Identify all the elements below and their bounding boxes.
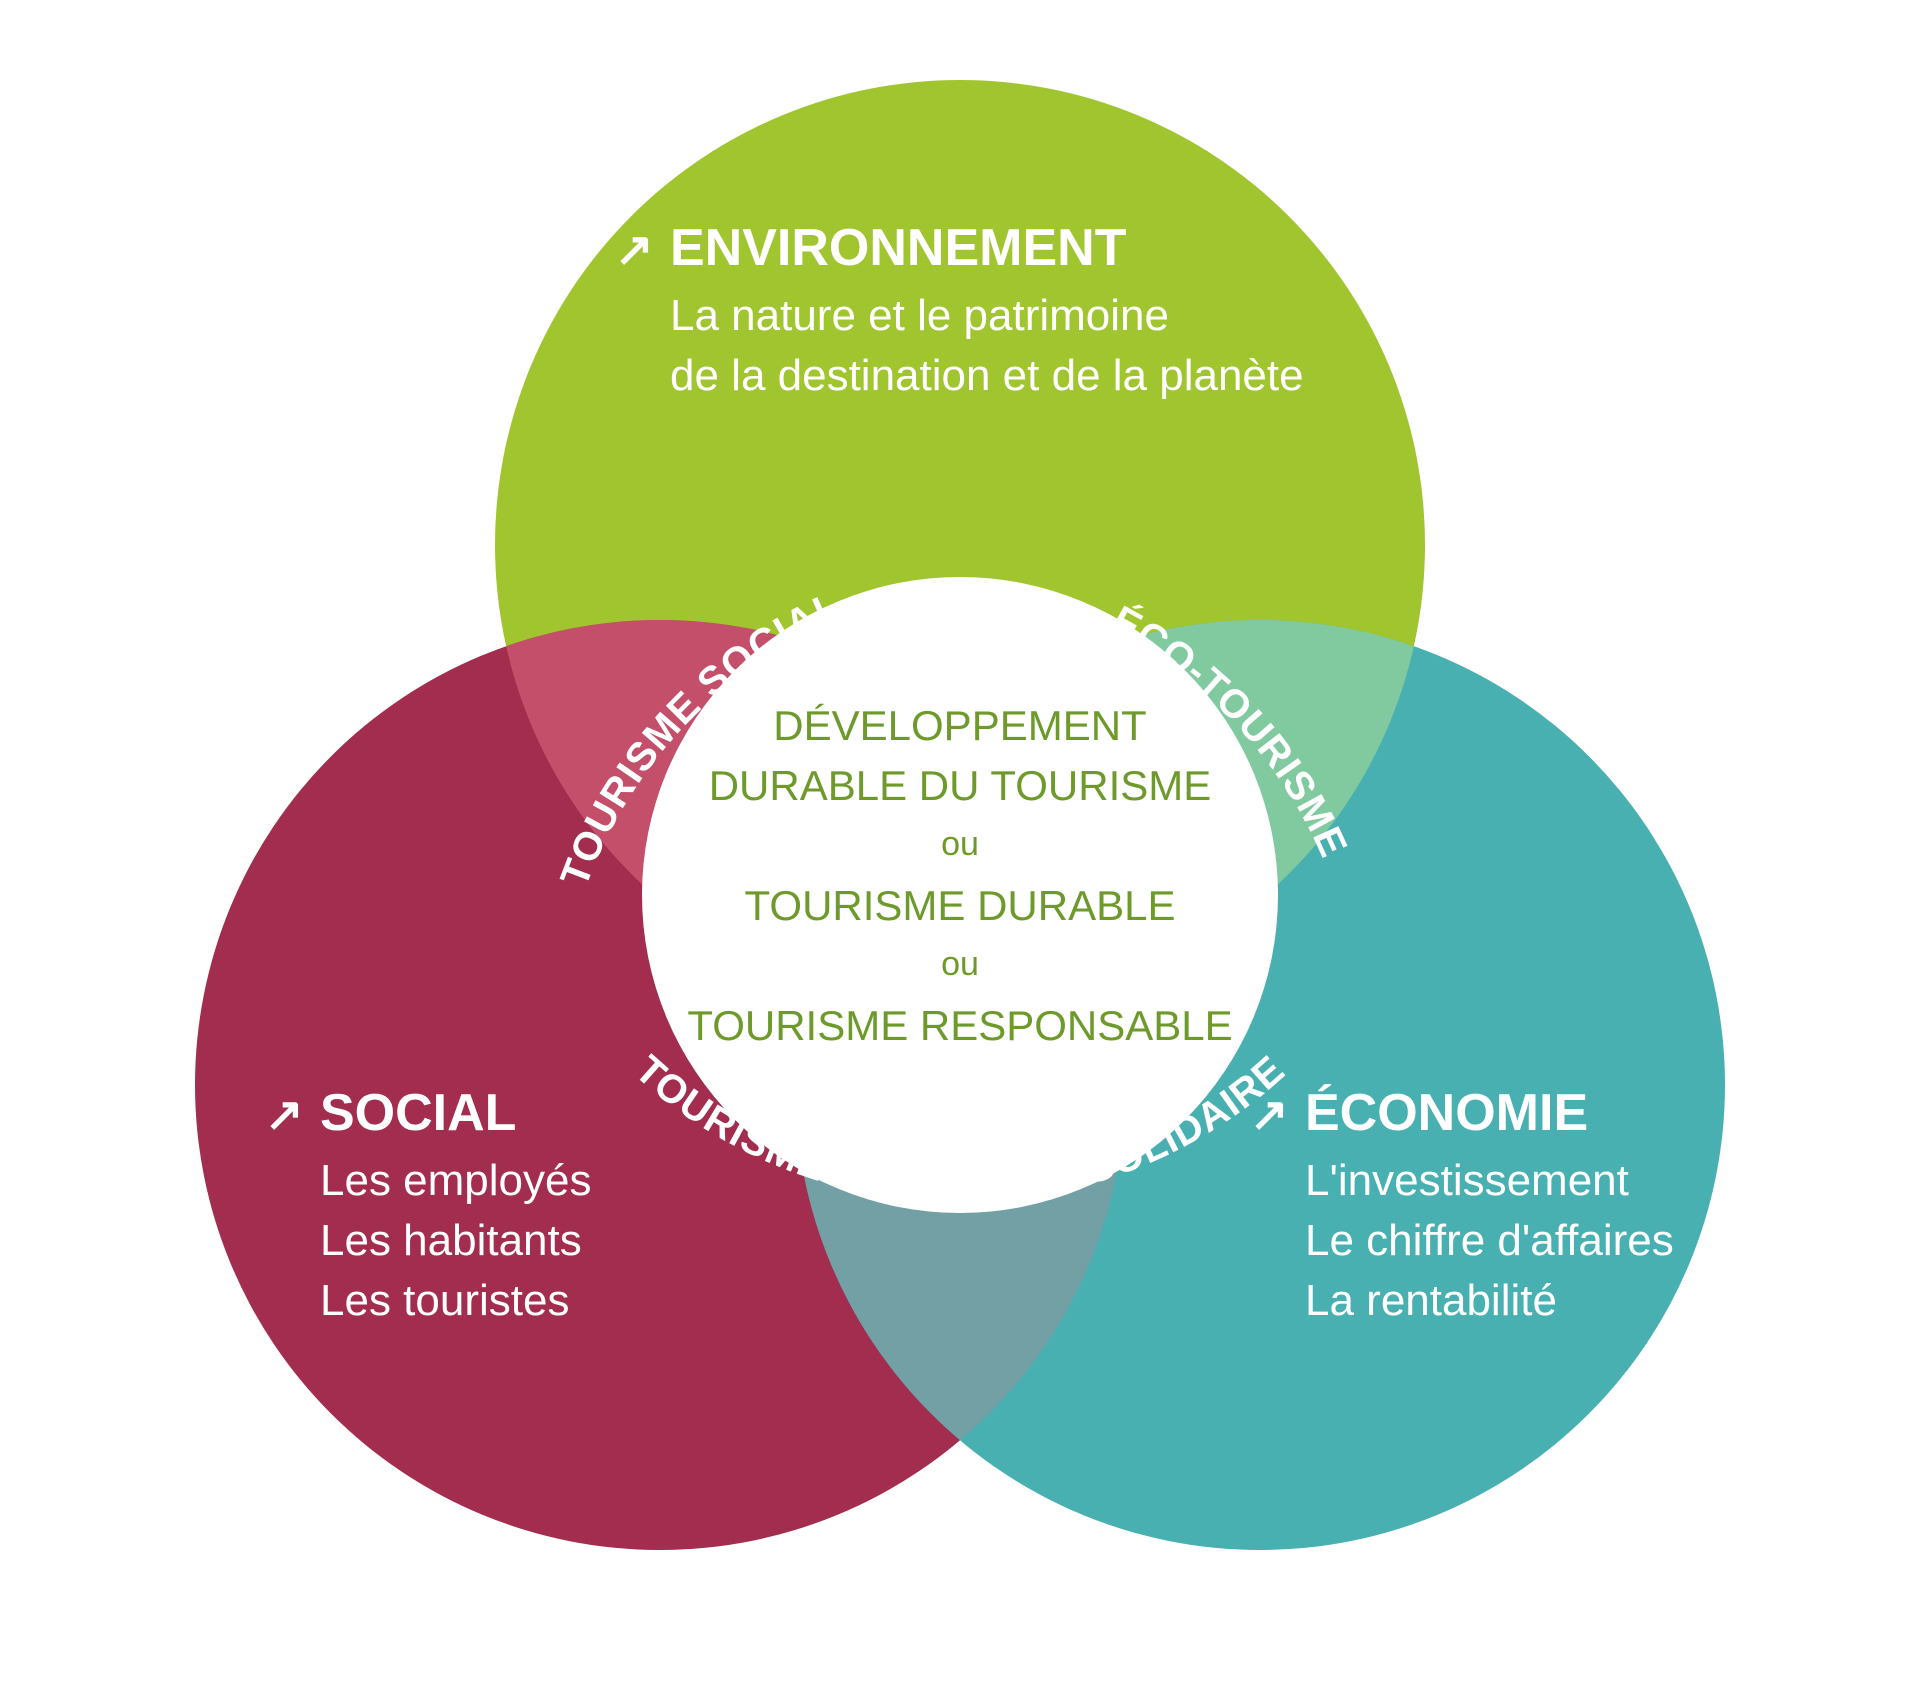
title-environnement: ENVIRONNEMENT [670,219,1127,277]
title-economie: ÉCONOMIE [1305,1084,1588,1142]
sub-soc-2: Les habitants [320,1216,582,1265]
arrow-icon: ↗ [615,223,654,275]
venn-svg: DÉVELOPPEMENT DURABLE DU TOURISME ou TOU… [0,0,1920,1707]
sub-soc-3: Les touristes [320,1276,569,1325]
sub-soc-1: Les employés [320,1156,591,1205]
title-social: SOCIAL [320,1084,516,1142]
center-line-6: TOURISME RESPONSABLE [687,1002,1232,1049]
venn-diagram: DÉVELOPPEMENT DURABLE DU TOURISME ou TOU… [0,0,1920,1707]
arrow-icon: ↗ [1250,1088,1289,1140]
sub-eco-1: L'investissement [1305,1156,1629,1205]
center-line-2: DURABLE DU TOURISME [709,762,1212,809]
center-line-5: ou [941,945,979,983]
sub-env-1: La nature et le patrimoine [670,291,1169,340]
center-line-4: TOURISME DURABLE [745,882,1176,929]
center-line-1: DÉVELOPPEMENT [773,702,1146,749]
sub-eco-2: Le chiffre d'affaires [1305,1216,1674,1265]
sub-env-2: de la destination et de la planète [670,351,1304,400]
center-line-3: ou [941,825,979,863]
sub-eco-3: La rentabilité [1305,1276,1557,1325]
arrow-icon: ↗ [265,1088,304,1140]
